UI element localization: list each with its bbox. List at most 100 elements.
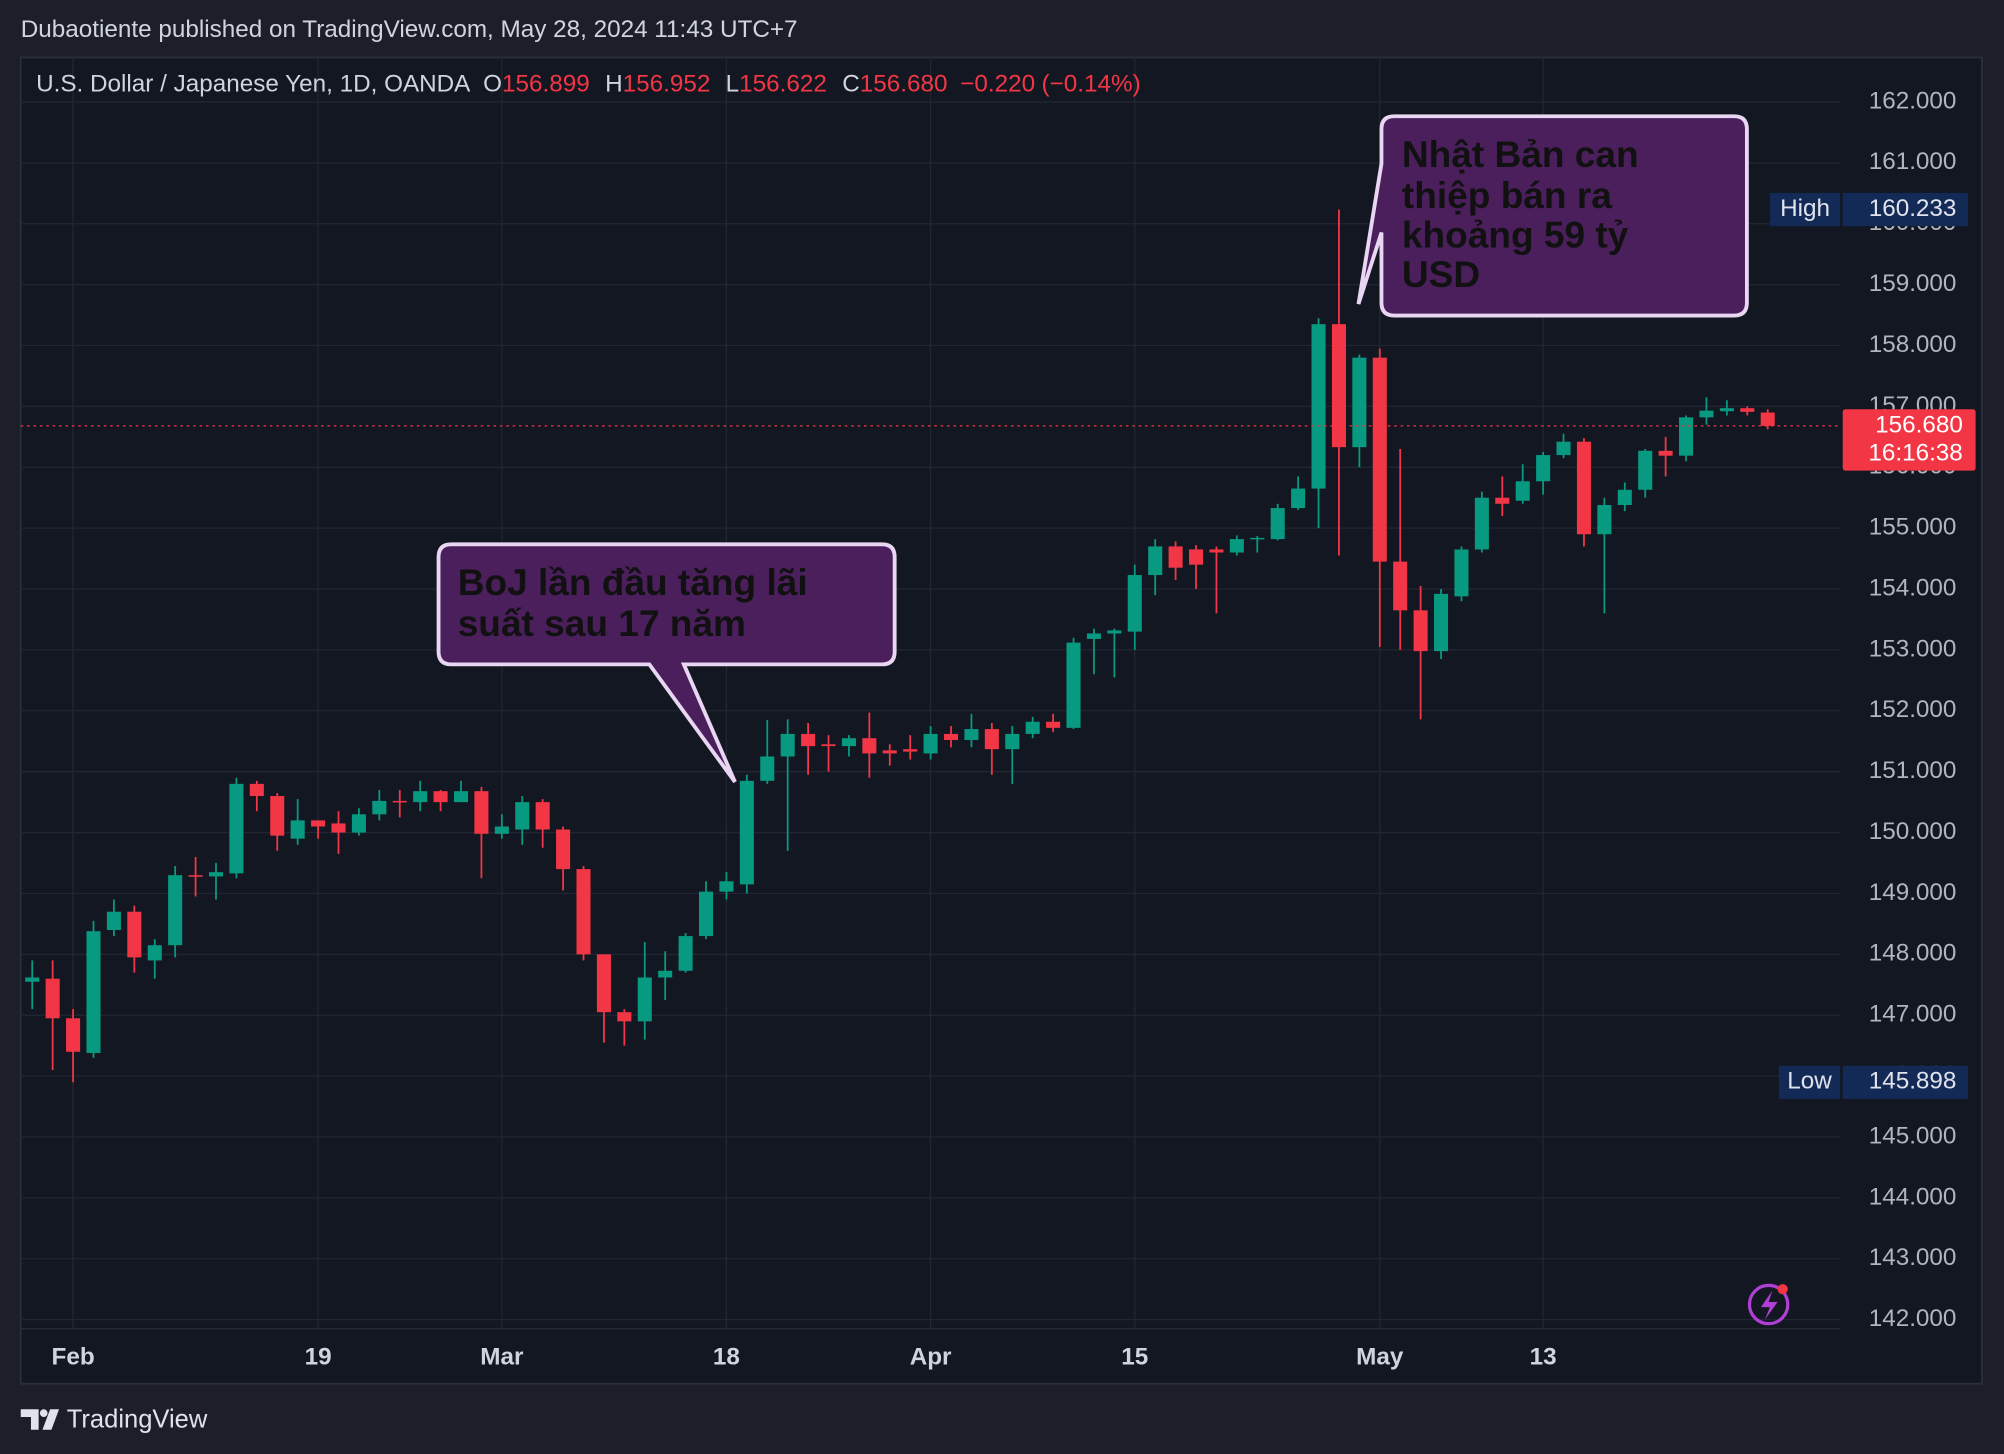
candle-body [1413,610,1428,652]
candle-body [1658,450,1673,456]
candle-body [1250,537,1265,540]
candle-body [1291,488,1306,509]
x-tick-label: 18 [713,1344,740,1371]
badge-value-bg [1842,192,1968,227]
ohlc-value: 156.680 [860,71,948,98]
candle-body [617,1012,632,1022]
candle-body [25,977,40,982]
countdown: 16:16:38 [1868,439,1962,466]
y-tick-label: 149.000 [1869,879,1957,906]
y-tick-label: 144.000 [1869,1183,1957,1210]
candle-body [127,911,142,958]
candle-body [964,729,979,741]
x-tick-label: May [1356,1344,1404,1371]
candle-body [1107,630,1122,634]
candle-body [1515,481,1530,501]
publish-line: Dubaotiente published on TradingView.com… [21,16,798,43]
candle-body [1679,417,1694,456]
candle-body [1148,546,1163,576]
last-price-label: 156.680 [1875,411,1963,438]
candle-body [1556,441,1571,456]
ohlc-key: O [483,71,502,98]
callout-text: thiệp bán ra [1402,174,1612,216]
candle-body [1086,633,1101,639]
candle-body [862,738,877,754]
candle-body [1372,357,1387,562]
badge-label-bg [1769,192,1841,227]
ohlc-key: L [726,71,740,98]
x-tick-label: Feb [52,1344,95,1371]
candle-body [1025,721,1040,734]
y-tick-label: 150.000 [1869,818,1957,845]
badge-value-bg [1842,1065,1968,1099]
candle-body [658,970,673,978]
y-tick-label: 154.000 [1869,574,1957,601]
candle-body [311,820,326,827]
y-tick-label: 142.000 [1869,1305,1957,1332]
candle-body [556,829,571,870]
badge-label: Low [1787,1068,1832,1095]
candle-body [882,750,897,754]
candle-body [1352,357,1367,448]
callout-text: USD [1402,253,1480,295]
candle-body [923,733,938,754]
candle-body [147,945,162,961]
symbol-header: U.S. Dollar / Japanese Yen, 1D, OANDA O15… [36,71,1141,98]
change-percent: (−0.14%) [1042,71,1141,98]
ohlc-value: 156.952 [623,71,711,98]
candle-body [821,744,836,747]
candle-body [290,820,305,839]
badge-value: 145.898 [1869,1068,1957,1095]
candle-body [1617,489,1632,506]
candle-body [1454,549,1469,597]
candle-body [719,881,734,892]
candle-body [1127,575,1142,632]
candle-body [576,869,591,955]
x-tick-label: 19 [305,1344,332,1371]
callout-text: BoJ lần đầu tăng lãi [458,561,808,603]
candle-body [1331,324,1346,448]
candle-body [1005,733,1020,750]
y-tick-label: 158.000 [1869,331,1957,358]
ohlc-key: H [605,71,623,98]
candle-body [66,1018,81,1052]
candle-body [678,936,693,971]
candle-body [1495,497,1510,504]
y-tick-label: 161.000 [1869,148,1957,175]
candle-body [188,875,203,877]
y-tick-label: 159.000 [1869,270,1957,297]
y-tick-label: 148.000 [1869,940,1957,967]
brand-logo [20,1409,60,1430]
candle-body [351,814,366,833]
x-tick-label: 13 [1530,1344,1557,1371]
candle-body [45,978,60,1019]
candle-body [1434,593,1449,652]
candle-body [1474,497,1489,550]
candle-body [1699,410,1714,418]
candle-body [413,791,428,803]
candle-body [208,872,224,877]
candle-body [1597,505,1612,535]
candle-body [535,802,550,830]
candle-body [1638,450,1653,490]
brand-name: TradingView [67,1406,208,1434]
candle-body [943,733,959,741]
alert-icon[interactable] [1747,1283,1790,1326]
candle-body [229,783,244,874]
callout-text: Nhật Bản can [1402,133,1639,175]
y-tick-label: 151.000 [1869,757,1957,784]
ohlc-value: 156.899 [502,71,590,98]
last-price-badge [1842,409,1976,471]
callout-box [1356,114,1749,318]
candle-body [1719,408,1734,412]
symbol-name: U.S. Dollar / Japanese Yen, 1D, OANDA [36,71,471,98]
candle-body [1760,412,1775,426]
candle-body [1189,549,1204,565]
candle-body [1576,441,1591,535]
change: −0.220 [960,71,1035,98]
callout-text: khoảng 59 tỷ [1402,213,1629,255]
candle-body [270,796,285,836]
candle-body [453,791,469,803]
ohlc-key: C [842,71,860,98]
